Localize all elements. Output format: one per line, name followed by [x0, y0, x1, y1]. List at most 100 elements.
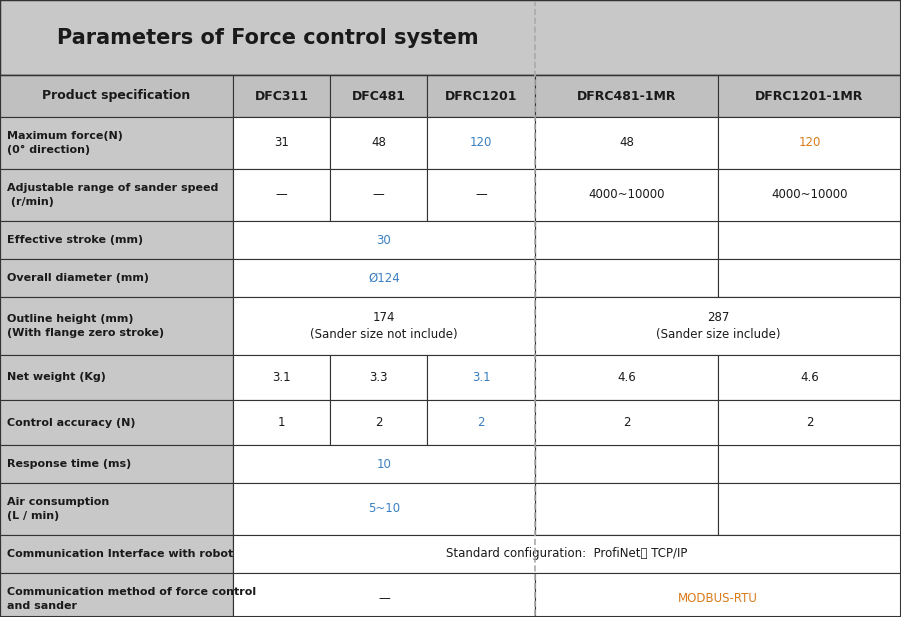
Bar	[535, 117, 718, 169]
Text: 2: 2	[805, 416, 814, 429]
Bar	[330, 400, 427, 445]
Text: Communication method of force control
and sander: Communication method of force control an…	[7, 587, 256, 611]
Bar	[233, 535, 901, 573]
Bar	[233, 535, 330, 573]
Bar	[535, 117, 718, 169]
Bar	[330, 117, 427, 169]
Text: 4000~10000: 4000~10000	[771, 189, 848, 202]
Bar	[330, 75, 427, 117]
Bar	[427, 169, 535, 221]
Bar	[535, 445, 718, 483]
Bar	[330, 221, 427, 259]
Bar	[718, 169, 901, 221]
Bar	[427, 400, 535, 445]
Text: DFC311: DFC311	[254, 89, 308, 102]
Bar	[718, 259, 901, 297]
Bar	[233, 573, 535, 617]
Bar	[330, 535, 427, 573]
Bar	[718, 483, 901, 535]
Text: Parameters of Force control system: Parameters of Force control system	[57, 28, 478, 48]
Text: Response time (ms): Response time (ms)	[7, 459, 132, 469]
Text: 120: 120	[798, 136, 821, 149]
Bar	[233, 573, 330, 617]
Bar	[0, 0, 901, 75]
Text: 287
(Sander size include): 287 (Sander size include)	[656, 311, 780, 341]
Bar	[718, 355, 901, 400]
Text: 4000~10000: 4000~10000	[588, 189, 665, 202]
Bar	[330, 355, 427, 400]
Bar	[535, 75, 718, 117]
Text: 10: 10	[377, 457, 391, 471]
Bar	[330, 169, 427, 221]
Bar	[535, 400, 718, 445]
Text: 48: 48	[371, 136, 386, 149]
Bar	[427, 221, 535, 259]
Bar	[233, 221, 330, 259]
Bar	[233, 169, 330, 221]
Text: —: —	[378, 592, 390, 605]
Bar	[535, 297, 718, 355]
Bar	[718, 535, 901, 573]
Text: —: —	[475, 189, 487, 202]
Text: DFRC481-1MR: DFRC481-1MR	[577, 89, 677, 102]
Text: DFRC1201-1MR: DFRC1201-1MR	[755, 89, 864, 102]
Bar	[535, 573, 901, 617]
Bar	[535, 400, 718, 445]
Bar	[535, 483, 718, 535]
Text: 2: 2	[623, 416, 631, 429]
Text: Air consumption
(L / min): Air consumption (L / min)	[7, 497, 109, 521]
Text: 31: 31	[274, 136, 289, 149]
Bar	[718, 573, 901, 617]
Bar	[330, 355, 427, 400]
Bar	[233, 355, 330, 400]
Text: 4.6: 4.6	[617, 371, 636, 384]
Text: Communication Interface with robot: Communication Interface with robot	[7, 549, 233, 559]
Bar	[330, 297, 427, 355]
Bar	[718, 221, 901, 259]
Bar	[0, 169, 233, 221]
Bar	[233, 259, 535, 297]
Bar	[330, 117, 427, 169]
Text: 1: 1	[278, 416, 286, 429]
Text: 3.3: 3.3	[369, 371, 387, 384]
Bar	[427, 573, 535, 617]
Bar	[0, 221, 233, 259]
Text: 48: 48	[619, 136, 634, 149]
Bar	[427, 535, 535, 573]
Bar	[233, 445, 330, 483]
Bar	[427, 355, 535, 400]
Bar	[718, 355, 901, 400]
Text: —: —	[373, 189, 385, 202]
Bar	[0, 535, 233, 573]
Bar	[427, 117, 535, 169]
Bar	[330, 445, 427, 483]
Bar	[535, 169, 718, 221]
Text: DFC481: DFC481	[351, 89, 405, 102]
Bar	[330, 259, 427, 297]
Bar	[718, 400, 901, 445]
Bar	[0, 355, 233, 400]
Bar	[0, 75, 233, 117]
Bar	[0, 573, 233, 617]
Bar	[233, 355, 330, 400]
Bar	[718, 169, 901, 221]
Bar	[535, 573, 718, 617]
Bar	[233, 400, 330, 445]
Bar	[330, 483, 427, 535]
Bar	[427, 297, 535, 355]
Bar	[535, 169, 718, 221]
Text: Control accuracy (N): Control accuracy (N)	[7, 418, 135, 428]
Text: Effective stroke (mm): Effective stroke (mm)	[7, 235, 143, 245]
Bar	[427, 75, 535, 117]
Bar	[535, 221, 718, 259]
Text: —: —	[276, 189, 287, 202]
Text: 120: 120	[469, 136, 492, 149]
Bar	[233, 221, 535, 259]
Bar	[0, 259, 233, 297]
Bar	[427, 445, 535, 483]
Bar	[718, 117, 901, 169]
Text: Adjustable range of sander speed
 (r/min): Adjustable range of sander speed (r/min)	[7, 183, 218, 207]
Bar	[233, 117, 330, 169]
Bar	[427, 400, 535, 445]
Bar	[427, 117, 535, 169]
